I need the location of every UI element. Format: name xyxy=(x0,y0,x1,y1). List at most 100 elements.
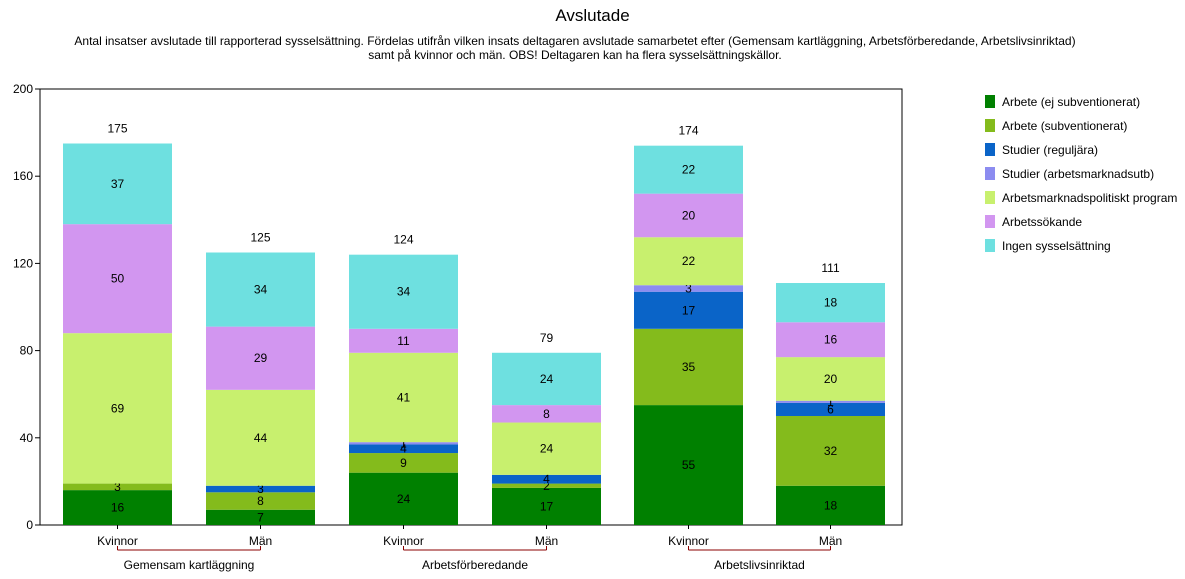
legend-entry-label: Ingen sysselsättning xyxy=(1002,239,1111,253)
bar-segment xyxy=(776,283,885,323)
segment-value-label: 22 xyxy=(682,163,696,177)
bar-segment xyxy=(492,405,601,423)
bar-segment xyxy=(776,402,885,416)
segment-value-label: 24 xyxy=(540,442,554,456)
legend-swatch xyxy=(985,95,995,108)
y-tick-label: 200 xyxy=(13,82,33,96)
segment-value-label: 41 xyxy=(397,390,411,404)
bar-segment xyxy=(349,442,458,445)
y-tick-label: 0 xyxy=(26,518,33,532)
legend-entry-label: Arbetssökande xyxy=(1002,215,1082,229)
y-tick-label: 120 xyxy=(13,256,33,270)
y-tick-label: 160 xyxy=(13,169,33,183)
segment-value-label: 3 xyxy=(257,482,264,496)
segment-value-label: 17 xyxy=(540,499,554,513)
segment-value-label: 20 xyxy=(682,208,696,222)
bar-segment xyxy=(634,328,743,406)
bar-segment xyxy=(349,453,458,473)
legend-swatch xyxy=(985,167,995,180)
bar-segment xyxy=(634,285,743,292)
bar-segment xyxy=(349,352,458,443)
bar-segment xyxy=(634,145,743,194)
bar-segment xyxy=(206,252,315,327)
segment-value-label: 7 xyxy=(257,510,264,524)
segment-value-label: 35 xyxy=(682,360,696,374)
segment-value-label: 55 xyxy=(682,458,696,472)
legend-entry-label: Studier (reguljära) xyxy=(1002,143,1098,157)
bar-segment xyxy=(63,483,172,491)
segment-value-label: 44 xyxy=(254,431,268,445)
legend-swatch xyxy=(985,215,995,228)
legend-entry-label: Arbetsmarknadspolitiskt program xyxy=(1002,191,1177,205)
x-category-label: Män xyxy=(819,534,842,548)
bar-total-label: 79 xyxy=(540,331,554,345)
y-tick-label: 80 xyxy=(20,344,34,358)
legend-swatch xyxy=(985,239,995,252)
segment-value-label: 8 xyxy=(543,407,550,421)
bar-segment xyxy=(63,224,172,334)
segment-value-label: 34 xyxy=(254,283,268,297)
bar-segment xyxy=(492,487,601,525)
x-category-label: Män xyxy=(535,534,558,548)
segment-value-label: 11 xyxy=(397,334,410,348)
x-group-label: Arbetslivsinriktad xyxy=(714,558,805,572)
bar-segment xyxy=(492,422,601,475)
x-category-label: Kvinnor xyxy=(383,534,424,548)
legend-entry-label: Arbete (ej subventionerat) xyxy=(1002,95,1140,109)
segment-value-label: 18 xyxy=(824,296,838,310)
y-tick-label: 40 xyxy=(20,431,34,445)
segment-value-label: 2 xyxy=(543,479,550,493)
x-category-label: Män xyxy=(249,534,272,548)
segment-value-label: 24 xyxy=(397,492,411,506)
bar-segment xyxy=(776,357,885,401)
bar-segment xyxy=(492,483,601,488)
segment-value-label: 50 xyxy=(111,272,125,286)
segment-value-label: 29 xyxy=(254,351,268,365)
plot-frame xyxy=(39,88,903,526)
chart-subtitle-line-2: samt på kvinnor och män. OBS! Deltagaren… xyxy=(368,48,782,62)
bar-segment xyxy=(776,400,885,403)
bar-segment xyxy=(634,193,743,238)
bar-segment xyxy=(492,352,601,406)
bar-segment xyxy=(206,492,315,510)
bar-segment xyxy=(634,291,743,329)
segment-value-label: 1 xyxy=(827,395,834,409)
segment-value-label: 16 xyxy=(824,333,838,347)
x-group-label: Arbetsförberedande xyxy=(422,558,528,572)
segment-value-label: 22 xyxy=(682,254,696,268)
segment-value-label: 3 xyxy=(114,480,121,494)
segment-value-label: 3 xyxy=(685,281,692,295)
segment-value-label: 32 xyxy=(824,444,838,458)
segment-value-label: 6 xyxy=(827,402,834,416)
x-category-label: Kvinnor xyxy=(97,534,138,548)
segment-value-label: 4 xyxy=(543,472,550,486)
bar-segment xyxy=(63,333,172,484)
bar-segment xyxy=(206,389,315,486)
chart-subtitle-line-1: Antal insatser avslutade till rapportera… xyxy=(74,34,1076,48)
bar-segment xyxy=(349,328,458,353)
bar-segment xyxy=(349,472,458,525)
bar-segment xyxy=(634,405,743,525)
legend-entry-label: Arbete (subventionerat) xyxy=(1002,119,1127,133)
bar-total-label: 174 xyxy=(678,124,698,138)
legend-swatch xyxy=(985,143,995,156)
segment-value-label: 8 xyxy=(257,494,264,508)
bar-segment xyxy=(776,322,885,358)
x-category-label: Kvinnor xyxy=(668,534,709,548)
bar-total-label: 124 xyxy=(393,233,413,247)
bar-segment xyxy=(206,509,315,525)
segment-value-label: 18 xyxy=(824,498,838,512)
segment-value-label: 24 xyxy=(540,372,554,386)
bar-segment xyxy=(206,326,315,390)
bar-total-label: 125 xyxy=(250,231,270,245)
bar-segment xyxy=(349,444,458,454)
bar-total-label: 111 xyxy=(821,261,840,275)
bar-segment xyxy=(776,416,885,486)
bar-segment xyxy=(63,490,172,525)
bar-segment xyxy=(206,485,315,493)
bar-segment xyxy=(63,143,172,225)
bar-segment xyxy=(634,237,743,286)
segment-value-label: 34 xyxy=(397,285,411,299)
x-group-label: Gemensam kartläggning xyxy=(124,558,255,572)
